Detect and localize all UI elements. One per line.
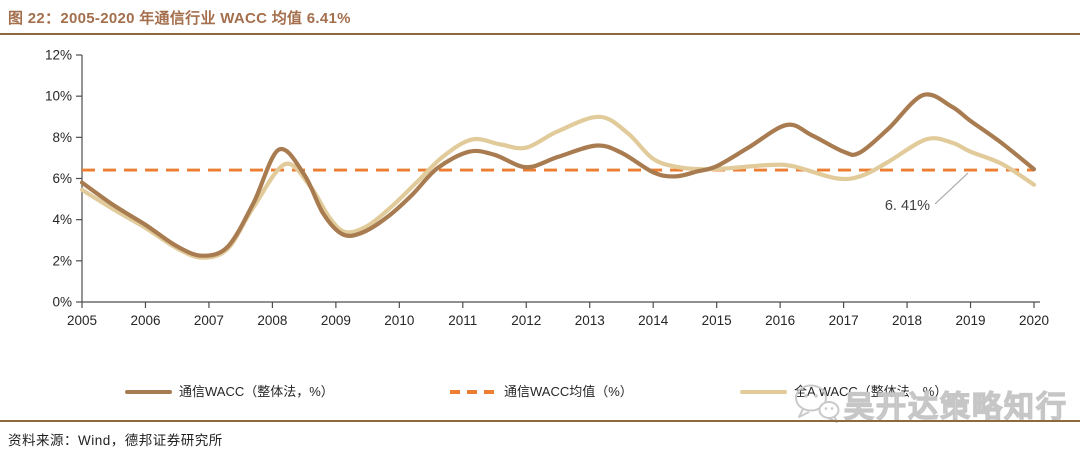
footer-divider (0, 420, 1080, 422)
legend-swatch-comm-line (125, 390, 172, 394)
x-tick-label: 2008 (257, 313, 287, 328)
legend-label: 通信WACC（整体法，%） (179, 384, 334, 399)
legend-item-alla-wacc: 全A WACC（整体法，%） (740, 385, 947, 399)
comm-wacc-line (79, 92, 1037, 258)
y-tick-label: 10% (45, 89, 72, 104)
legend-item-comm-wacc: 通信WACC（整体法，%） (125, 385, 334, 399)
annotation-leader-line (934, 172, 969, 205)
x-tick-label: 2011 (448, 313, 477, 328)
x-tick-label: 2012 (511, 313, 541, 328)
y-tick-label: 12% (45, 48, 72, 63)
x-tick-label: 2017 (829, 313, 859, 328)
x-tick-label: 2007 (194, 313, 224, 328)
x-tick-label: 2005 (67, 313, 97, 328)
y-tick-label: 8% (52, 130, 72, 145)
mean-value-annotation: 6. 41% (885, 198, 930, 214)
x-tick-label: 2014 (638, 313, 669, 328)
y-tick-label: 4% (52, 212, 72, 227)
x-tick-label: 2006 (130, 313, 160, 328)
legend-item-mean: 通信WACC均值（%） (450, 385, 633, 399)
y-tick-label: 2% (52, 253, 72, 268)
figure-title: 图 22：2005-2020 年通信行业 WACC 均值 6.41% (8, 10, 351, 27)
source-text: 资料来源：Wind，德邦证券研究所 (8, 433, 223, 448)
x-tick-label: 2020 (1019, 313, 1049, 328)
alla-wacc-line (79, 114, 1037, 260)
legend-label: 通信WACC均值（%） (504, 384, 633, 399)
x-tick-label: 2010 (384, 313, 414, 328)
legend-label: 全A WACC（整体法，%） (794, 384, 948, 399)
y-tick-label: 6% (52, 171, 72, 186)
legend-swatch-mean-dashed-line (450, 390, 497, 394)
x-tick-label: 2009 (321, 313, 351, 328)
title-divider (0, 33, 1080, 35)
x-tick-label: 2016 (765, 313, 795, 328)
legend-swatch-alla-line (740, 390, 787, 394)
x-tick-label: 2013 (575, 313, 605, 328)
x-tick-label: 2018 (892, 313, 922, 328)
y-tick-label: 0% (52, 295, 72, 310)
x-tick-label: 2019 (956, 313, 986, 328)
x-tick-label: 2015 (702, 313, 732, 328)
